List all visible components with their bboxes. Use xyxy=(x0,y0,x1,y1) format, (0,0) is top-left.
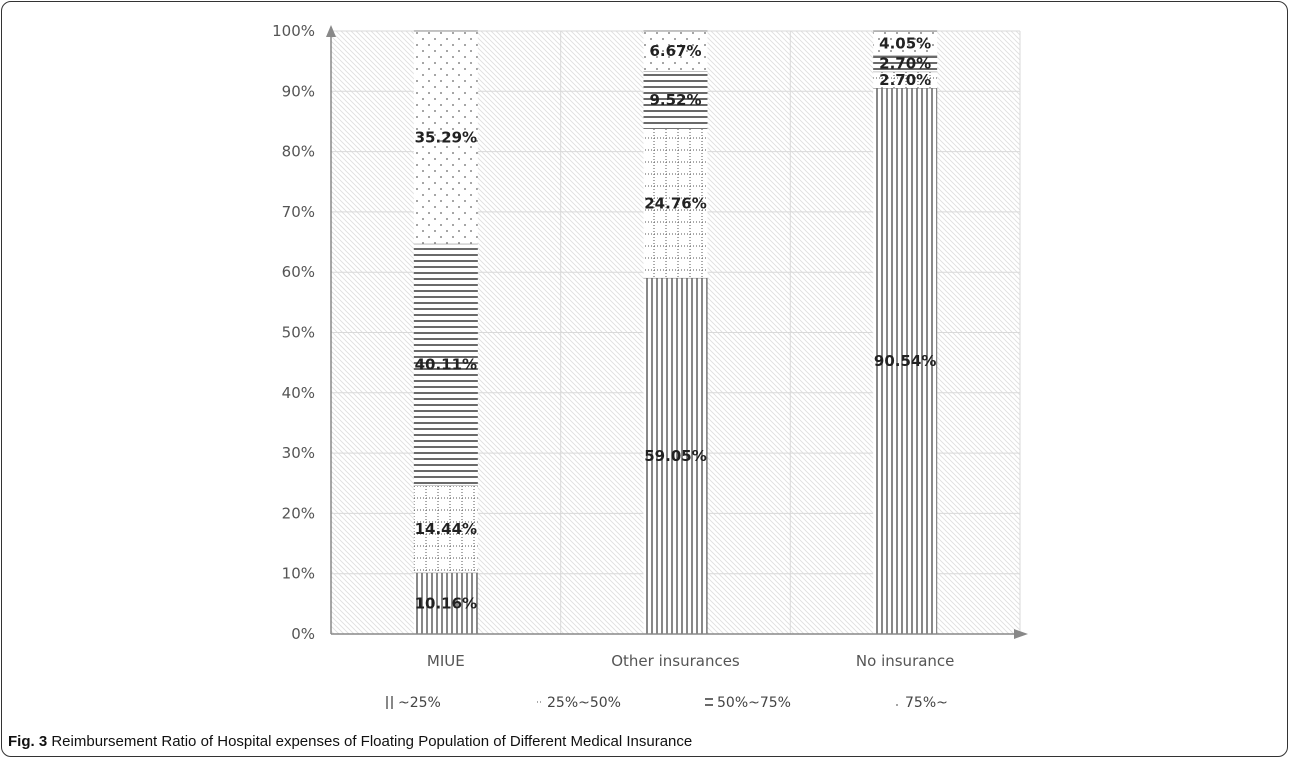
figure-caption: Fig. 3 Reimbursement Ratio of Hospital e… xyxy=(8,733,692,750)
data-label: 4.05% xyxy=(879,34,931,52)
bar-segment xyxy=(413,485,478,573)
data-label: 90.54% xyxy=(874,352,936,370)
y-tick-label: 90% xyxy=(282,82,315,100)
y-tick-label: 60% xyxy=(282,263,315,281)
caption-label: Fig. 3 xyxy=(8,733,48,750)
data-label: 24.76% xyxy=(644,194,706,212)
legend-entry: 75%~ xyxy=(905,695,948,711)
legend-entry: ~25% xyxy=(398,695,441,711)
legend-swatch xyxy=(705,696,713,709)
data-label: 2.70% xyxy=(879,55,931,73)
bar-segment xyxy=(643,128,708,278)
legend-swatch xyxy=(893,696,901,709)
x-category-label: MIUE xyxy=(427,652,465,670)
legend: ~25% 25%~50% 50%~75% 75%~ xyxy=(386,695,948,711)
x-category-label: No insurance xyxy=(856,652,955,670)
y-tick-label: 50% xyxy=(282,324,315,342)
bar-segment xyxy=(643,71,708,129)
bar-segment xyxy=(873,31,938,56)
bar-segment xyxy=(873,88,938,634)
y-tick-label: 80% xyxy=(282,143,315,161)
y-tick-label: 30% xyxy=(282,444,315,462)
y-tick-label: 70% xyxy=(282,203,315,221)
x-axis-arrow xyxy=(1014,629,1028,639)
labels: 0% 10% 20% 30% 40% 50% 60% 70% 80% 90% 100% 10.16% 1… xyxy=(272,22,954,670)
bars xyxy=(413,30,938,634)
data-label: 6.67% xyxy=(649,42,701,60)
data-label: 35.29% xyxy=(415,128,477,146)
bar-segment xyxy=(873,55,938,72)
data-label: 10.16% xyxy=(415,594,477,612)
y-axis-arrow xyxy=(326,25,336,37)
axes xyxy=(326,25,1028,639)
bar-segment xyxy=(643,277,708,634)
bar-segment xyxy=(873,71,938,89)
caption-text: Reimbursement Ratio of Hospital expenses… xyxy=(51,733,693,750)
bar-segment xyxy=(413,243,478,486)
legend-entry: 25%~50% xyxy=(547,695,621,711)
data-label: 9.52% xyxy=(649,91,701,109)
y-tick-label: 100% xyxy=(272,22,315,40)
bar-segment xyxy=(413,572,478,634)
y-tick-label: 10% xyxy=(282,565,315,583)
bar-segment xyxy=(643,31,708,72)
y-tick-label: 40% xyxy=(282,384,315,402)
bar-segment xyxy=(413,31,478,244)
data-label: 40.11% xyxy=(415,356,477,374)
data-label: 14.44% xyxy=(415,520,477,538)
legend-swatch xyxy=(535,696,543,709)
data-label: 59.05% xyxy=(644,447,706,465)
legend-entry: 50%~75% xyxy=(717,695,791,711)
y-tick-label: 20% xyxy=(282,504,315,522)
x-category-label: Other insurances xyxy=(611,652,740,670)
data-label: 2.70% xyxy=(879,71,931,89)
y-tick-label: 0% xyxy=(291,625,315,643)
legend-swatch xyxy=(386,696,394,709)
